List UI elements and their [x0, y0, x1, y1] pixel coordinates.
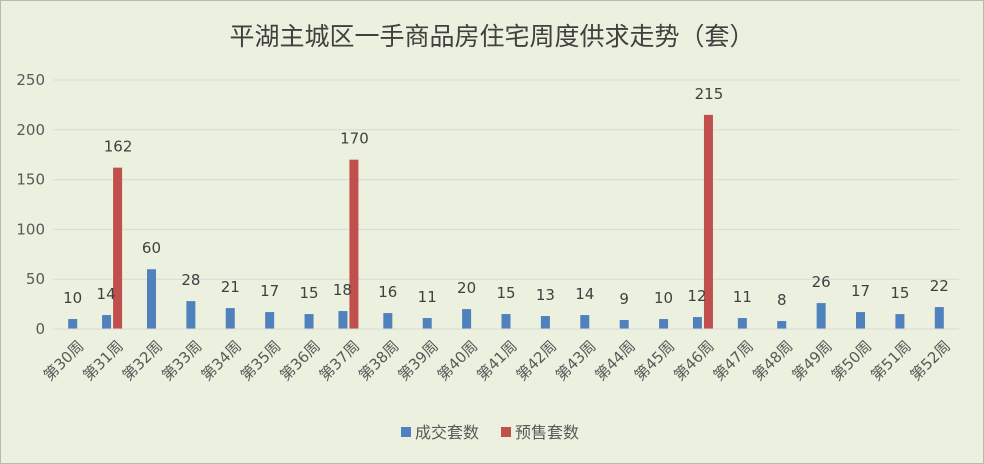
- x-tick-label: 第50周: [828, 337, 875, 384]
- x-tick-label: 第45周: [631, 337, 678, 384]
- x-tick-label: 第39周: [395, 337, 442, 384]
- bar-成交套数: [265, 312, 274, 329]
- bar-成交套数: [462, 309, 471, 329]
- data-label: 9: [619, 290, 629, 308]
- data-label: 13: [536, 286, 555, 304]
- bar-预售套数: [113, 168, 122, 329]
- y-axis: 0 50 100 150 200 250: [16, 71, 45, 338]
- bar-成交套数: [620, 320, 629, 329]
- x-tick-label: 第30周: [40, 337, 87, 384]
- x-tick-label: 第37周: [316, 337, 363, 384]
- y-tick-label: 150: [16, 171, 45, 189]
- bar-预售套数: [349, 160, 358, 329]
- data-label: 17: [851, 282, 870, 300]
- x-tick-label: 第35周: [237, 337, 284, 384]
- data-label: 16: [378, 283, 397, 301]
- data-label: 18: [333, 281, 352, 299]
- bar-成交套数: [817, 303, 826, 329]
- bar-成交套数: [305, 314, 314, 329]
- bar-成交套数: [738, 318, 747, 329]
- data-label: 10: [654, 289, 673, 307]
- data-label: 15: [299, 284, 318, 302]
- data-label: 26: [812, 273, 831, 291]
- bar-成交套数: [659, 319, 668, 329]
- data-label: 170: [340, 130, 369, 148]
- x-tick-label: 第44周: [591, 337, 638, 384]
- chart-title: 平湖主城区一手商品房住宅周度供求走势（套）: [229, 22, 754, 51]
- x-tick-label: 第43周: [552, 337, 599, 384]
- bar-成交套数: [935, 307, 944, 329]
- bar-成交套数: [541, 316, 550, 329]
- x-tick-label: 第52周: [907, 337, 954, 384]
- bar-成交套数: [338, 311, 347, 329]
- x-tick-label: 第31周: [79, 337, 126, 384]
- x-tick-label: 第38周: [355, 337, 402, 384]
- bar-成交套数: [102, 315, 111, 329]
- y-tick-label: 100: [16, 220, 45, 238]
- x-tick-label: 第48周: [749, 337, 796, 384]
- legend-swatch: [501, 427, 511, 437]
- bar-成交套数: [383, 313, 392, 329]
- data-label: 10: [63, 289, 82, 307]
- data-label: 11: [733, 288, 752, 306]
- legend-label: 成交套数: [415, 423, 479, 442]
- x-tick-label: 第33周: [158, 337, 205, 384]
- y-tick-label: 0: [35, 320, 45, 338]
- data-label: 11: [418, 288, 437, 306]
- x-tick-label: 第47周: [710, 337, 757, 384]
- bar-成交套数: [777, 321, 786, 329]
- data-label: 28: [181, 271, 200, 289]
- bar-成交套数: [68, 319, 77, 329]
- data-label: 15: [496, 284, 515, 302]
- data-label: 14: [97, 285, 116, 303]
- bar-成交套数: [693, 317, 702, 329]
- bar-成交套数: [186, 301, 195, 329]
- legend: 成交套数 预售套数: [401, 423, 579, 442]
- x-tick-label: 第51周: [867, 337, 914, 384]
- data-label: 15: [890, 284, 909, 302]
- x-tick-label: 第34周: [198, 337, 245, 384]
- data-labels: 10 14 162 60 28 21 17 15 18 170 16 11 20 15 13 14 9 10 12 2…: [63, 85, 949, 309]
- data-label: 14: [575, 285, 594, 303]
- bar-成交套数: [226, 308, 235, 329]
- x-tick-label: 第46周: [670, 337, 717, 384]
- data-label: 17: [260, 282, 279, 300]
- x-tick-label: 第32周: [119, 337, 166, 384]
- y-tick-label: 50: [26, 270, 45, 288]
- y-tick-label: 200: [16, 121, 45, 139]
- x-tick-label: 第49周: [788, 337, 835, 384]
- x-tick-label: 第42周: [513, 337, 560, 384]
- data-label: 215: [695, 85, 724, 103]
- bar-成交套数: [147, 269, 156, 329]
- bar-成交套数: [580, 315, 589, 329]
- x-axis: 第30周第31周第32周第33周第34周第35周第36周第37周第38周第39周…: [40, 329, 959, 384]
- data-label: 60: [142, 239, 161, 257]
- bar-成交套数: [423, 318, 432, 329]
- data-label: 21: [221, 278, 240, 296]
- x-tick-label: 第40周: [434, 337, 481, 384]
- data-label: 8: [777, 291, 787, 309]
- legend-label: 预售套数: [515, 423, 579, 442]
- bar-成交套数: [895, 314, 904, 329]
- bar-成交套数: [502, 314, 511, 329]
- bar-成交套数: [856, 312, 865, 329]
- data-label: 12: [687, 287, 706, 305]
- data-label: 162: [104, 138, 133, 156]
- x-tick-label: 第41周: [473, 337, 520, 384]
- data-label: 20: [457, 279, 476, 297]
- data-label: 22: [930, 277, 949, 295]
- legend-swatch: [401, 427, 411, 437]
- y-tick-label: 250: [16, 71, 45, 89]
- x-tick-label: 第36周: [276, 337, 323, 384]
